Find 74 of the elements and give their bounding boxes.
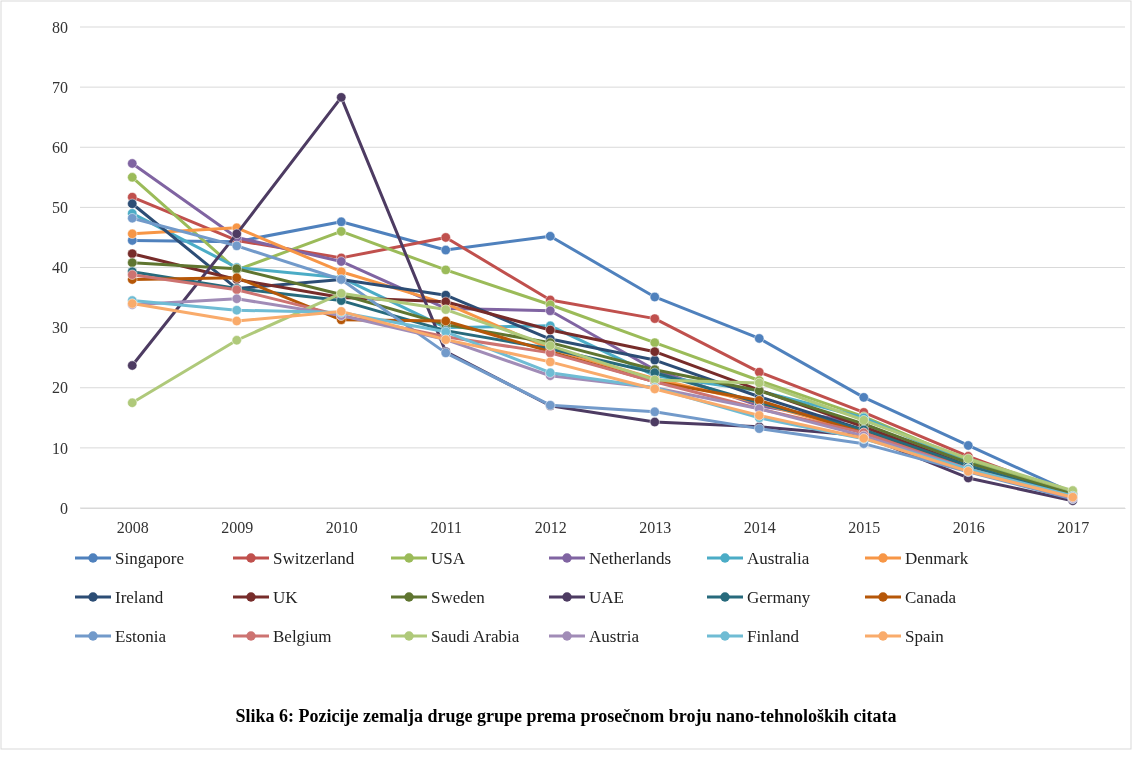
point <box>231 228 242 239</box>
legend-label: Austria <box>589 626 640 646</box>
point <box>545 356 556 367</box>
point <box>127 257 138 268</box>
x-tick-label: 2015 <box>848 519 881 537</box>
point <box>336 226 347 237</box>
point <box>440 245 451 256</box>
legend-label: Saudi Arabia <box>431 626 520 646</box>
legend-label: Estonia <box>115 626 167 646</box>
y-tick-label: 70 <box>52 78 68 96</box>
legend-label: Canada <box>905 587 957 607</box>
point <box>231 240 242 251</box>
legend-label: Netherlands <box>589 548 672 568</box>
point <box>545 305 556 316</box>
point <box>440 232 451 243</box>
x-tick-label: 2017 <box>1057 519 1090 537</box>
legend-label: UK <box>273 587 299 607</box>
point <box>127 360 138 371</box>
point <box>127 172 138 183</box>
x-tick-label: 2008 <box>116 519 149 537</box>
legend-label: Switzerland <box>273 548 355 568</box>
point <box>231 293 242 304</box>
point <box>649 417 660 427</box>
point <box>649 337 660 348</box>
point <box>440 316 451 326</box>
legend-label: Denmark <box>905 548 969 568</box>
point <box>336 92 347 103</box>
y-tick-label: 30 <box>52 319 68 337</box>
point <box>545 325 556 335</box>
point <box>127 397 138 408</box>
y-tick-label: 0 <box>60 499 68 517</box>
x-tick-label: 2013 <box>639 519 672 537</box>
legend-label: USA <box>431 548 466 568</box>
x-tick-label: 2012 <box>534 519 567 537</box>
x-tick-label: 2014 <box>743 519 776 537</box>
text: Slika 6: Pozicije zemalja druge grupe prema prosečnom broju nano-tehnoloških citata <box>235 706 897 726</box>
y-tick-label: 20 <box>52 379 68 397</box>
point <box>127 248 138 259</box>
y-tick-label: 40 <box>52 259 68 277</box>
y-tick-label: 50 <box>52 198 68 216</box>
legend-label: Finland <box>747 626 800 646</box>
point <box>127 228 138 239</box>
x-tick-label: 2011 <box>430 519 462 537</box>
point <box>545 231 556 242</box>
point <box>336 216 347 227</box>
point <box>649 406 660 417</box>
point <box>963 440 974 451</box>
legend-label: Ireland <box>115 587 164 607</box>
legend-label: Germany <box>747 587 811 607</box>
y-tick-label: 10 <box>52 439 68 457</box>
point <box>649 346 660 357</box>
point <box>336 256 347 267</box>
point <box>440 264 451 275</box>
point <box>231 316 242 326</box>
legend-label: Australia <box>747 548 810 568</box>
x-tick-label: 2010 <box>325 519 358 537</box>
point <box>127 213 138 224</box>
point <box>649 313 660 324</box>
point <box>754 333 765 344</box>
legend-label: Spain <box>905 626 945 646</box>
point <box>127 198 138 209</box>
point <box>649 292 660 302</box>
point <box>127 158 138 169</box>
legend-label: Sweden <box>431 587 486 607</box>
legend-label: UAE <box>589 587 624 607</box>
y-tick-label: 60 <box>52 138 68 156</box>
x-tick-label: 2009 <box>221 519 254 537</box>
y-tick-label: 80 <box>52 18 68 36</box>
legend-label: Belgium <box>273 626 332 646</box>
legend-label: Singapore <box>115 548 184 568</box>
point <box>231 335 242 346</box>
x-tick-label: 2016 <box>952 519 985 537</box>
point <box>231 305 242 316</box>
point <box>858 392 869 403</box>
